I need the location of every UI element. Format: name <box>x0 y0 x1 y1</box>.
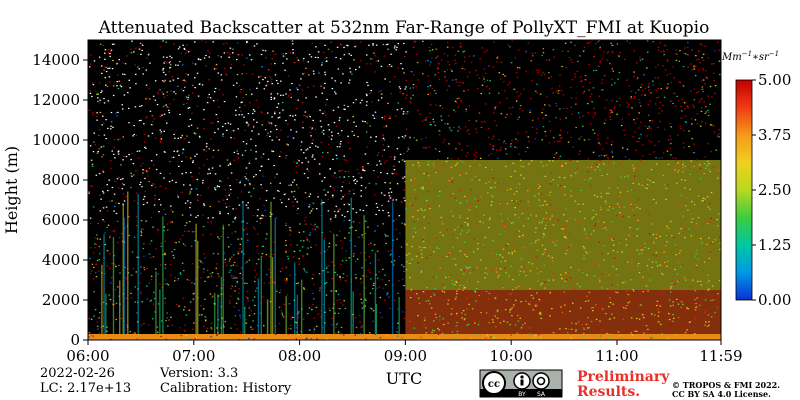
copyright-line-1: © TROPOS & FMI 2022. <box>672 380 780 390</box>
y-tick-label: 4000 <box>42 251 80 269</box>
x-axis: 06:00 07:00 08:00 09:00 10:00 11:00 11:59 <box>66 340 743 365</box>
chart-title: Attenuated Backscatter at 532nm Far-Rang… <box>98 18 710 38</box>
y-axis-label: Height (m) <box>2 146 21 234</box>
plot-frame <box>87 39 722 341</box>
colorbar-unit-label: Mm−1∗sr−1 <box>721 50 779 63</box>
sa-icon <box>532 372 550 390</box>
backscatter-speckle <box>88 40 721 340</box>
y-tick-label: 6000 <box>42 211 80 229</box>
x-tick-label: 10:00 <box>490 347 533 365</box>
backscatter-layers <box>88 160 721 340</box>
footer-calibration: Calibration: History <box>160 381 292 396</box>
footer-date: 2022-02-26 <box>40 366 115 381</box>
colorbar-ticks: 0.00 1.25 2.50 3.75 5.00 <box>752 71 791 309</box>
copyright-line-2: CC BY SA 4.0 License. <box>672 389 771 399</box>
x-tick-label: 11:59 <box>699 347 742 365</box>
footer: 2022-02-26 LC: 2.17e+13 Version: 3.3 Cal… <box>40 366 780 400</box>
footer-lc: LC: 2.17e+13 <box>40 381 131 396</box>
x-tick-label: 07:00 <box>172 347 215 365</box>
by-label: BY <box>518 391 526 398</box>
colorbar-tick-label: 2.50 <box>758 181 791 199</box>
x-tick-label: 09:00 <box>384 347 427 365</box>
backscatter-layer <box>88 334 721 340</box>
backscatter-layer <box>405 160 721 290</box>
y-tick-label: 14000 <box>32 51 80 69</box>
by-icon-head <box>520 375 524 379</box>
y-axis: 0 2000 4000 6000 8000 10000 12000 14000 <box>32 51 88 349</box>
colorbar: 0.00 1.25 2.50 3.75 5.00 Mm−1∗sr−1 <box>721 50 791 309</box>
colorbar-tick-label: 5.00 <box>758 71 791 89</box>
colorbar-tick-label: 0.00 <box>758 291 791 309</box>
x-tick-label: 11:00 <box>595 347 638 365</box>
cc-badge-band <box>480 389 562 397</box>
sa-label: SA <box>537 391 546 398</box>
y-tick-label: 10000 <box>32 131 80 149</box>
x-tick-label: 08:00 <box>278 347 321 365</box>
cc-license-badge[interactable]: cc BY SA <box>479 369 563 398</box>
colorbar-gradient <box>735 79 753 301</box>
cc-icon <box>482 371 506 395</box>
colorbar-tick-label: 3.75 <box>758 126 791 144</box>
cc-icon-label: cc <box>488 379 500 390</box>
colorbar-tick-label: 1.25 <box>758 236 791 254</box>
x-tick-label: 06:00 <box>66 347 109 365</box>
footer-version: Version: 3.3 <box>159 366 238 381</box>
x-axis-label: UTC <box>386 369 422 388</box>
plot-area <box>87 39 722 341</box>
sa-icon-arrow <box>536 376 546 386</box>
by-icon-body <box>520 379 524 386</box>
backscatter-layer <box>405 290 721 334</box>
y-tick-label: 0 <box>70 331 80 349</box>
y-tick-label: 8000 <box>42 171 80 189</box>
y-tick-label: 2000 <box>42 291 80 309</box>
preliminary-line-2: Results. <box>577 384 640 400</box>
y-tick-label: 12000 <box>32 91 80 109</box>
preliminary-line-1: Preliminary <box>577 369 670 385</box>
